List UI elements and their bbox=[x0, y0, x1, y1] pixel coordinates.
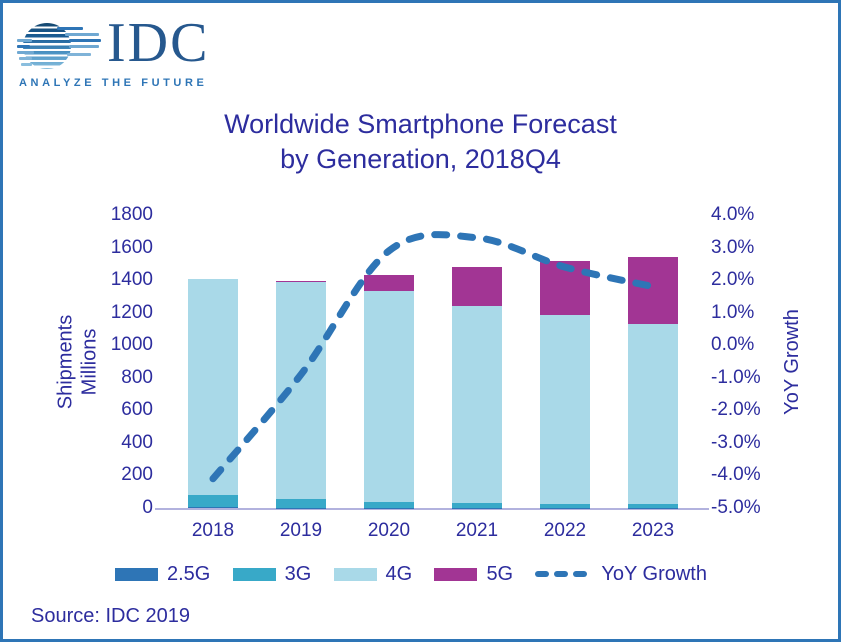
left-axis-title-line1: Shipments bbox=[54, 314, 76, 409]
legend-item-yoy-growth: YoY Growth bbox=[535, 563, 707, 586]
chart-title: Worldwide Smartphone Forecast by Generat… bbox=[3, 107, 838, 177]
right-axis-tick-label: -1.0% bbox=[711, 366, 761, 388]
left-axis-tick-label: 400 bbox=[121, 431, 153, 453]
x-axis-line bbox=[155, 508, 709, 510]
legend-label: 2.5G bbox=[167, 562, 211, 585]
left-axis-tick-label: 0 bbox=[142, 497, 153, 518]
left-axis-title-line2: Millions bbox=[78, 328, 100, 395]
legend-dashed-line-icon bbox=[535, 571, 592, 577]
legend-label: 3G bbox=[284, 562, 312, 585]
left-axis-tick-label: 1600 bbox=[110, 236, 153, 258]
bar-2019 bbox=[276, 280, 326, 508]
speed-line bbox=[65, 33, 99, 36]
bar-segment-5g bbox=[452, 267, 502, 306]
x-axis-label: 2020 bbox=[367, 520, 411, 541]
idc-logo-text: IDC bbox=[107, 12, 210, 74]
speed-line bbox=[67, 53, 91, 56]
right-axis-tick-label: -5.0% bbox=[711, 497, 761, 518]
bar-2020 bbox=[364, 275, 414, 508]
bar-segment-4g bbox=[276, 282, 326, 500]
bar-2023 bbox=[628, 256, 678, 508]
left-axis-tick-label: 600 bbox=[121, 399, 153, 421]
x-axis-label: 2021 bbox=[455, 520, 499, 541]
chart-title-line1: Worldwide Smartphone Forecast bbox=[224, 109, 617, 139]
legend-swatch-2-5g bbox=[115, 567, 158, 581]
legend-dash bbox=[554, 571, 569, 577]
bar-segment-3g bbox=[540, 503, 590, 508]
legend-item-5g: 5G bbox=[434, 563, 513, 586]
x-axis-label: 2019 bbox=[279, 520, 323, 541]
bar-segment-2-5g bbox=[188, 507, 238, 508]
idc-logo-tagline: ANALYZE THE FUTURE bbox=[19, 77, 208, 89]
x-axis-label: 2022 bbox=[543, 520, 587, 541]
right-axis-tick-label: -2.0% bbox=[711, 399, 761, 421]
source-note: Source: IDC 2019 bbox=[31, 605, 190, 627]
speed-line bbox=[57, 27, 83, 30]
legend-swatch-5g bbox=[434, 567, 478, 581]
legend-swatch-4g bbox=[333, 567, 377, 581]
bar-segment-5g bbox=[364, 275, 414, 291]
legend-item-2-5g: 2.5G bbox=[115, 563, 210, 586]
legend-label: 5G bbox=[486, 562, 514, 585]
left-axis-tick-label: 1200 bbox=[110, 301, 153, 323]
bar-segment-3g bbox=[276, 499, 326, 508]
speed-line bbox=[17, 51, 34, 54]
left-axis-tick-label: 1800 bbox=[110, 204, 153, 225]
speed-line bbox=[21, 63, 32, 66]
legend-label: YoY Growth bbox=[601, 562, 707, 585]
chart-title-line2: by Generation, 2018Q4 bbox=[280, 144, 561, 174]
bar-segment-4g bbox=[540, 314, 590, 504]
speed-line bbox=[17, 45, 30, 48]
bar-segment-4g bbox=[364, 290, 414, 502]
right-axis-tick-label: 4.0% bbox=[711, 204, 755, 225]
right-axis-tick-label: 1.0% bbox=[711, 301, 755, 323]
x-axis-label: 2023 bbox=[631, 520, 675, 541]
left-axis-tick-label: 1000 bbox=[110, 334, 153, 356]
legend-item-3g: 3G bbox=[232, 562, 312, 586]
bar-segment-5g bbox=[540, 260, 590, 315]
bar-2018 bbox=[188, 279, 238, 508]
bar-segment-3g bbox=[628, 504, 678, 508]
idc-logo: IDC ANALYZE THE FUTURE bbox=[17, 15, 227, 97]
idc-globe-icon bbox=[23, 23, 71, 69]
bar-segment-4g bbox=[628, 323, 678, 505]
bar-segment-4g bbox=[188, 279, 238, 495]
bar-2022 bbox=[540, 260, 590, 508]
right-axis-tick-label: 3.0% bbox=[711, 236, 755, 258]
legend-label: 4G bbox=[385, 562, 413, 585]
left-axis-tick-label: 200 bbox=[121, 464, 153, 486]
speed-line bbox=[69, 39, 101, 42]
speed-line bbox=[19, 57, 32, 60]
bar-segment-3g bbox=[364, 501, 414, 508]
left-axis-tick-label: 1400 bbox=[110, 269, 153, 291]
right-axis-tick-label: 2.0% bbox=[711, 269, 755, 291]
right-axis-tick-label: -4.0% bbox=[711, 464, 761, 486]
legend-item-4g: 4G bbox=[333, 562, 413, 586]
x-axis-label: 2018 bbox=[191, 520, 235, 541]
chart-legend: 2.5G 3G 4G 5G YoY Growth bbox=[115, 561, 707, 587]
bar-segment-3g bbox=[452, 503, 502, 508]
speed-line bbox=[17, 39, 32, 42]
legend-swatch-3g bbox=[232, 567, 276, 581]
bar-segment-3g bbox=[188, 494, 238, 508]
speed-line bbox=[69, 45, 99, 48]
bar-2021 bbox=[452, 267, 502, 508]
bar-segment-5g bbox=[628, 256, 678, 324]
idc-globe-speedlines bbox=[17, 15, 227, 97]
legend-dash bbox=[573, 571, 588, 577]
left-axis-tick-label: 800 bbox=[121, 366, 153, 388]
legend-dash bbox=[535, 571, 550, 577]
bar-segment-4g bbox=[452, 305, 502, 504]
right-axis-tick-label: -3.0% bbox=[711, 431, 761, 453]
right-axis-tick-label: 0.0% bbox=[711, 334, 755, 356]
